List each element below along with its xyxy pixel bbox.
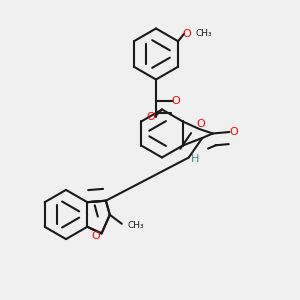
Text: CH₃: CH₃ <box>127 221 144 230</box>
Text: O: O <box>229 127 238 137</box>
Text: H: H <box>191 154 200 164</box>
Text: O: O <box>183 29 191 39</box>
Text: O: O <box>92 231 100 242</box>
Text: O: O <box>196 119 205 129</box>
Text: CH₃: CH₃ <box>195 29 212 38</box>
Text: O: O <box>172 95 181 106</box>
Text: O: O <box>146 112 155 122</box>
